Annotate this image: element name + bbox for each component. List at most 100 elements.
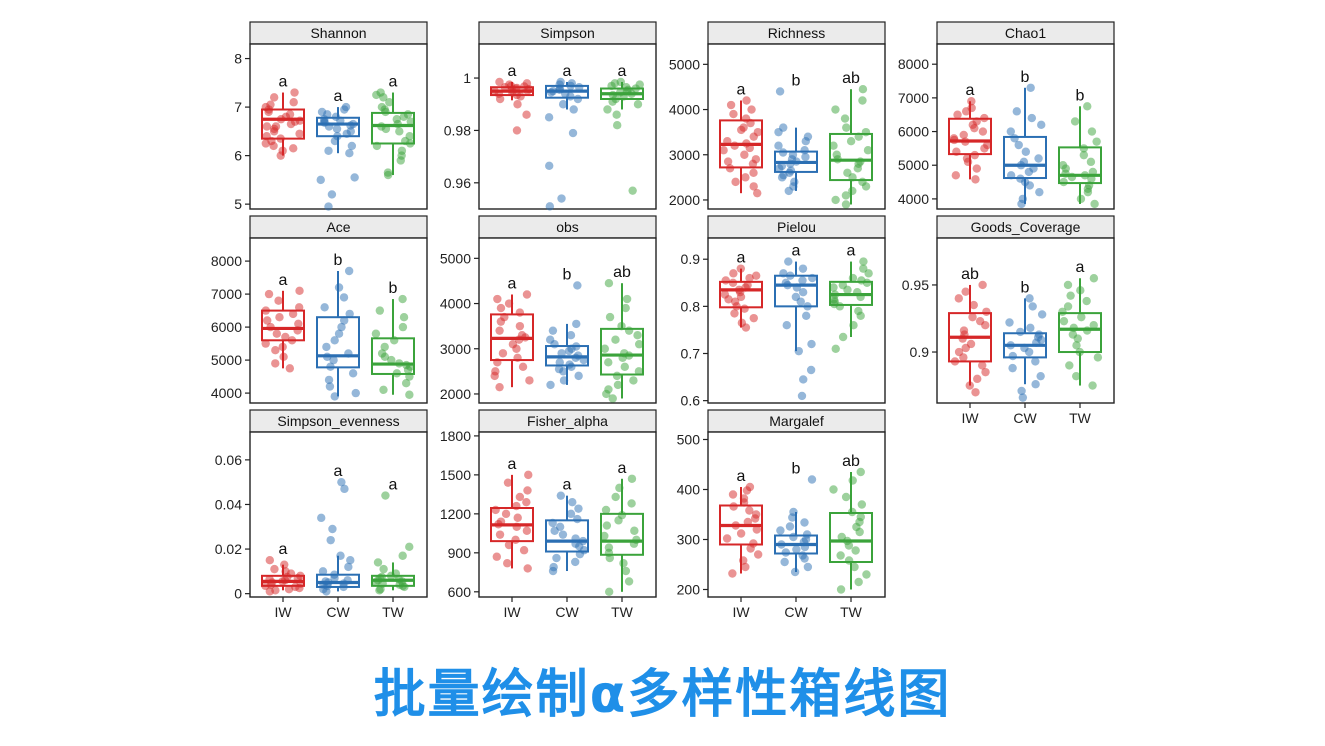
data-point xyxy=(1016,327,1025,337)
data-point xyxy=(546,380,555,390)
data-point xyxy=(722,534,732,543)
significance-letter: a xyxy=(563,63,572,80)
data-point xyxy=(736,264,745,273)
data-point xyxy=(316,175,325,185)
data-point xyxy=(972,164,982,173)
data-point xyxy=(1006,127,1016,136)
data-point xyxy=(322,342,331,352)
data-point xyxy=(1080,171,1090,180)
data-point xyxy=(604,279,614,288)
data-point xyxy=(777,540,786,549)
x-tick-label: IW xyxy=(961,410,979,426)
data-point xyxy=(1084,181,1094,190)
data-point xyxy=(348,119,358,129)
data-point xyxy=(274,296,283,305)
data-point xyxy=(398,294,407,304)
x-tick-label: CW xyxy=(784,604,808,620)
data-point xyxy=(604,587,614,597)
significance-letter: b xyxy=(792,72,801,89)
data-point xyxy=(295,286,304,295)
y-tick-label: 2000 xyxy=(669,192,700,208)
y-tick-label: 0 xyxy=(234,586,242,602)
data-point xyxy=(343,576,352,585)
data-point xyxy=(729,502,738,511)
data-point xyxy=(777,161,787,171)
data-point xyxy=(1077,312,1086,322)
data-point xyxy=(322,352,332,361)
data-point xyxy=(737,318,747,328)
data-point xyxy=(617,321,626,331)
data-point xyxy=(495,530,505,539)
data-point xyxy=(966,339,976,349)
data-point xyxy=(786,271,795,280)
data-point xyxy=(861,127,871,137)
data-point xyxy=(263,316,272,325)
data-point xyxy=(778,148,788,157)
box xyxy=(316,316,360,369)
data-point xyxy=(545,202,555,211)
data-point xyxy=(1029,164,1038,173)
data-point xyxy=(790,567,800,577)
data-point xyxy=(545,161,554,170)
data-point xyxy=(801,152,810,162)
panel-simpson: Simpson 0.96 0.98 1 a a a xyxy=(444,21,657,211)
data-point xyxy=(289,144,298,153)
y-tick-label: 6000 xyxy=(898,124,929,140)
data-point xyxy=(862,570,871,579)
data-point xyxy=(1017,386,1026,396)
data-point xyxy=(781,278,791,287)
data-point xyxy=(508,340,518,349)
data-point xyxy=(320,303,329,312)
series-cw: a xyxy=(316,88,360,211)
data-point xyxy=(326,535,335,545)
data-point xyxy=(571,557,580,567)
significance-letter: b xyxy=(563,266,572,283)
significance-letter: ab xyxy=(961,266,979,283)
data-point xyxy=(569,105,578,114)
data-point xyxy=(971,388,980,397)
data-point xyxy=(1026,83,1035,92)
data-point xyxy=(850,562,859,572)
data-point xyxy=(279,352,288,361)
plot-frame xyxy=(478,43,657,210)
data-point xyxy=(1018,194,1028,204)
data-point xyxy=(1059,177,1068,187)
data-point xyxy=(1066,291,1075,300)
data-point xyxy=(838,280,848,290)
data-point xyxy=(265,574,274,584)
significance-letter: a xyxy=(508,63,517,80)
data-point xyxy=(832,150,841,159)
significance-letter: a xyxy=(618,63,627,80)
data-point xyxy=(603,105,612,114)
data-point xyxy=(612,110,621,119)
data-point xyxy=(318,567,328,576)
significance-letter: a xyxy=(508,456,517,473)
data-point xyxy=(745,482,755,492)
data-point xyxy=(775,87,785,96)
data-point xyxy=(326,362,335,371)
series-cw: b xyxy=(545,266,589,390)
data-point xyxy=(621,566,631,576)
data-point xyxy=(572,319,581,329)
data-point xyxy=(503,559,512,568)
data-point xyxy=(856,157,865,166)
data-point xyxy=(513,353,522,362)
data-point xyxy=(798,551,807,560)
series-tw: b xyxy=(371,280,415,399)
data-point xyxy=(1019,157,1029,167)
data-point xyxy=(504,299,514,308)
y-tick-label: 3000 xyxy=(440,341,471,357)
series-cw: a xyxy=(316,463,360,596)
data-point xyxy=(375,306,385,315)
data-point xyxy=(398,322,408,332)
data-point xyxy=(385,98,394,107)
data-point xyxy=(281,332,290,342)
data-point xyxy=(962,154,972,163)
data-point xyxy=(504,540,514,550)
significance-letter: b xyxy=(1021,69,1030,86)
data-point xyxy=(377,102,387,112)
series-tw: ab xyxy=(829,70,873,209)
data-point xyxy=(779,269,788,278)
data-point xyxy=(981,367,990,377)
